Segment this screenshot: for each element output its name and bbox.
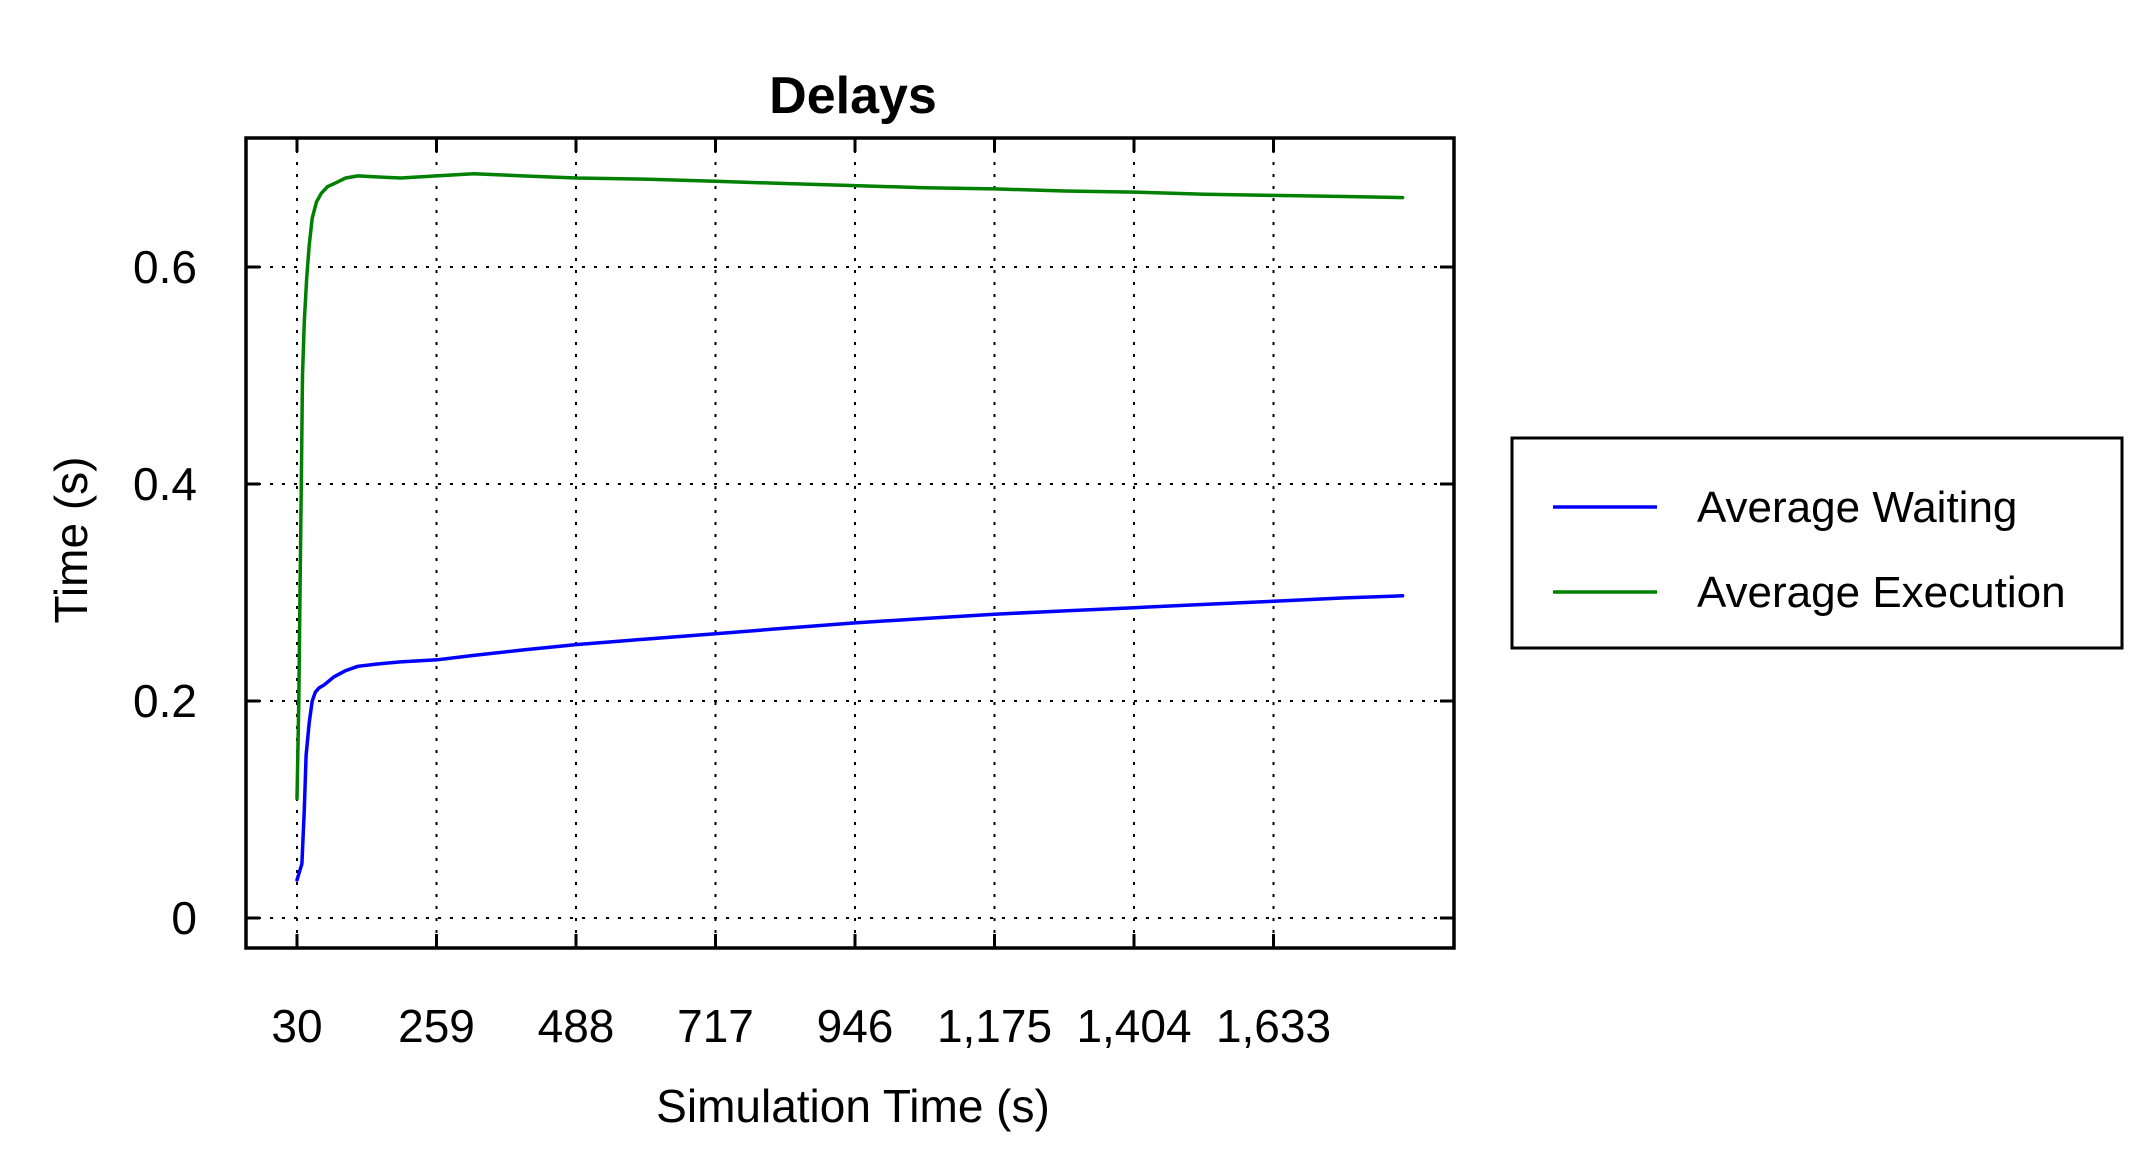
x-tick-label: 946 — [817, 1000, 894, 1052]
grid-lines — [246, 138, 1454, 948]
chart-title: Delays — [769, 67, 937, 125]
y-tick-label: 0.2 — [133, 675, 197, 727]
series-line-average-waiting — [295, 594, 1405, 882]
y-tick-label: 0 — [171, 892, 197, 944]
x-tick-label: 259 — [398, 1000, 475, 1052]
x-axis-label: Simulation Time (s) — [656, 1080, 1050, 1132]
x-tick-label: 1,175 — [937, 1000, 1052, 1052]
legend-label-average-waiting: Average Waiting — [1697, 483, 2017, 532]
x-tick-label: 717 — [677, 1000, 754, 1052]
y-tick-label: 0.6 — [133, 241, 197, 293]
legend-label-average-execution: Average Execution — [1697, 568, 2066, 617]
series-lines — [295, 171, 1405, 882]
y-axis-ticks: 0 0.2 0.4 0.6 — [133, 241, 1454, 944]
x-tick-label: 1,404 — [1076, 1000, 1191, 1052]
y-axis-label: Time (s) — [45, 457, 97, 624]
plot-frame — [244, 136, 1456, 950]
x-axis-ticks: 30 259 488 717 946 1,175 1,404 1,633 — [271, 138, 1331, 1052]
legend-items: Average Waiting Average Execution — [1553, 483, 2066, 617]
x-tick-label: 30 — [271, 1000, 322, 1052]
series-line-average-execution — [295, 171, 1405, 801]
y-tick-label: 0.4 — [133, 458, 197, 510]
legend-box — [1510, 436, 2124, 650]
x-tick-label: 488 — [538, 1000, 615, 1052]
x-tick-label: 1,633 — [1216, 1000, 1331, 1052]
legend: Average Waiting Average Execution — [1510, 436, 2124, 650]
